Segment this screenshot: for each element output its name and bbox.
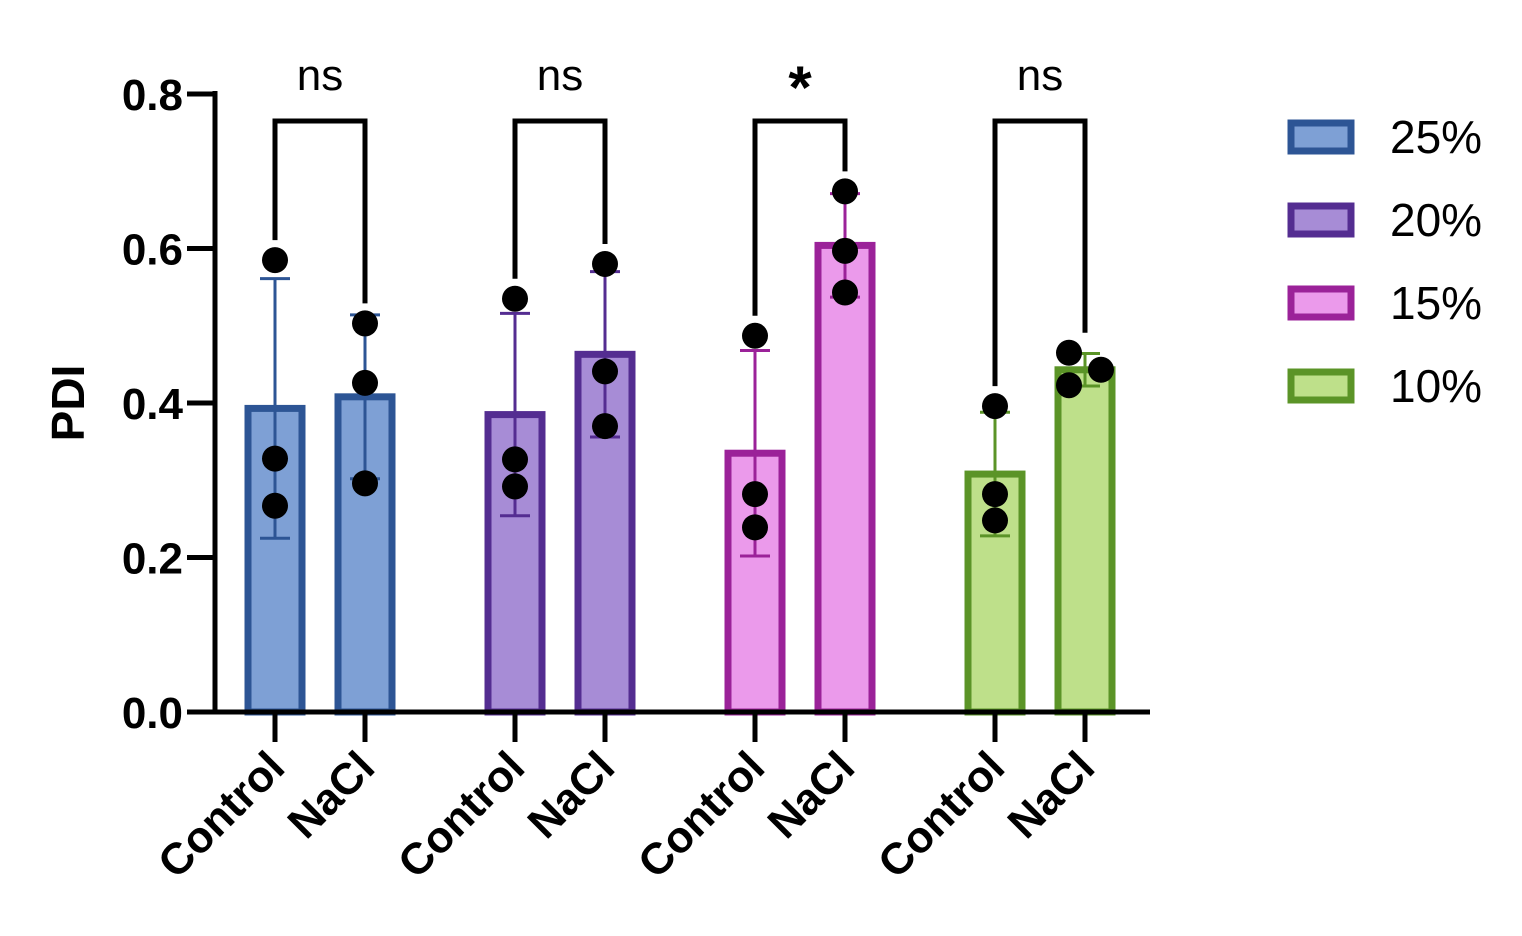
y-tick-label: 0.2 <box>122 535 183 584</box>
data-point <box>592 250 618 277</box>
data-point <box>982 507 1008 534</box>
significance-bracket <box>512 118 608 279</box>
significance-label: ns <box>1017 51 1063 100</box>
significance-label: ns <box>297 51 343 100</box>
legend-label: 15% <box>1390 277 1482 329</box>
y-axis-title: PDI <box>42 365 94 442</box>
data-point <box>742 514 768 541</box>
data-point <box>502 285 528 312</box>
data-point <box>262 247 288 274</box>
data-point <box>1088 356 1114 383</box>
bar-15%-NaCl <box>814 241 876 716</box>
significance-bracket <box>752 118 848 316</box>
bars-layer <box>244 192 1116 716</box>
significance-label: ns <box>537 51 583 100</box>
data-point <box>742 481 768 508</box>
x-tick-label: Control <box>149 742 294 887</box>
legend-label: 20% <box>1390 194 1482 246</box>
significance-layer: ns ns * ns <box>272 51 1088 387</box>
data-point <box>982 393 1008 420</box>
data-point <box>352 310 378 337</box>
data-point <box>592 413 618 440</box>
y-tick-label: 0.8 <box>122 71 183 120</box>
data-point <box>832 237 858 264</box>
significance-bracket <box>992 118 1088 387</box>
y-tick-label: 0.4 <box>122 380 184 429</box>
data-point <box>352 470 378 497</box>
legend-label: 10% <box>1390 360 1482 412</box>
legend-swatch-15% <box>1287 285 1355 321</box>
data-point <box>832 178 858 205</box>
legend-label: 25% <box>1390 111 1482 163</box>
x-tick-label: NaCl <box>999 742 1105 848</box>
x-tick-label: Control <box>869 742 1014 887</box>
data-point <box>502 473 528 500</box>
data-point <box>502 446 528 473</box>
y-tick-label: 0.0 <box>122 689 183 738</box>
data-point <box>982 481 1008 508</box>
x-tick-label: NaCl <box>279 742 385 848</box>
legend-swatch-20% <box>1287 202 1355 238</box>
data-point <box>592 358 618 385</box>
legend: 25% 20% 15% 10% <box>1287 111 1482 412</box>
data-point <box>262 492 288 519</box>
points-layer <box>262 178 1114 541</box>
data-point <box>262 445 288 472</box>
data-point <box>352 369 378 396</box>
significance-bracket <box>272 118 368 304</box>
data-point <box>832 279 858 306</box>
x-tick-label: NaCl <box>519 742 625 848</box>
bar-10%-NaCl <box>1054 366 1116 716</box>
x-tick-label: NaCl <box>759 742 865 848</box>
data-point <box>1056 372 1082 399</box>
x-tick-label: Control <box>629 742 774 887</box>
x-tick-label: Control <box>389 742 534 887</box>
legend-swatch-10% <box>1287 368 1355 404</box>
data-point <box>742 322 768 349</box>
legend-swatch-25% <box>1287 119 1355 155</box>
data-point <box>1056 339 1082 366</box>
y-tick-label: 0.6 <box>122 226 183 275</box>
significance-label: * <box>788 54 812 121</box>
